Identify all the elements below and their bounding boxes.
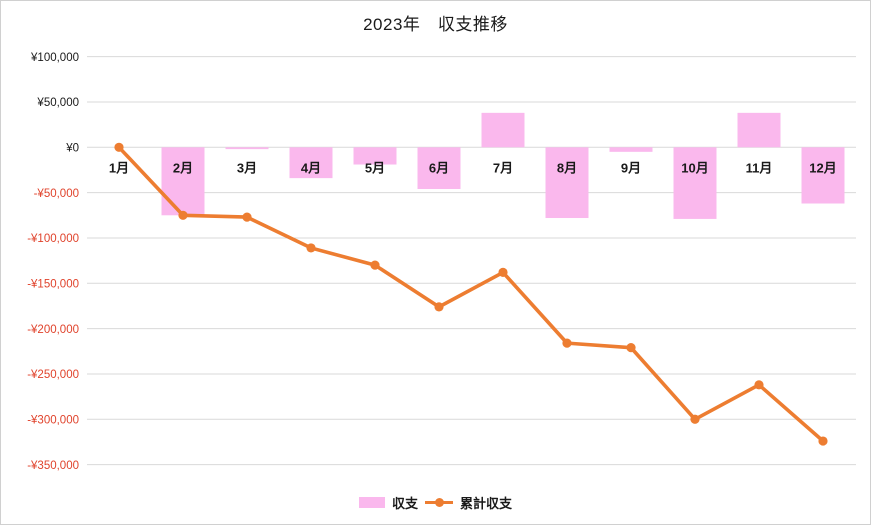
chart-title: 2023年 収支推移 bbox=[363, 15, 508, 34]
y-axis-tick-label: -¥300,000 bbox=[27, 414, 79, 426]
bar bbox=[417, 147, 461, 190]
bar bbox=[161, 147, 205, 216]
data-point-marker bbox=[754, 380, 764, 390]
line-swatch-marker bbox=[435, 498, 444, 507]
data-point-marker bbox=[562, 338, 572, 348]
data-point-marker bbox=[306, 243, 316, 253]
data-point-marker bbox=[626, 343, 636, 353]
bar-series-label: 収支 bbox=[391, 496, 418, 511]
bar bbox=[673, 147, 717, 219]
x-axis-tick-label: 2月 bbox=[173, 161, 193, 176]
x-axis-tick-label: 9月 bbox=[621, 161, 641, 176]
x-axis-tick-label: 1月 bbox=[109, 161, 129, 176]
line-series-label: 累計収支 bbox=[460, 496, 513, 511]
bar bbox=[801, 147, 845, 204]
x-axis-tick-label: 11月 bbox=[746, 161, 773, 176]
y-axis-tick-label: -¥100,000 bbox=[27, 233, 79, 245]
data-point-marker bbox=[818, 436, 828, 446]
line-series-swatch-icon bbox=[425, 498, 453, 508]
x-axis-tick-label: 10月 bbox=[681, 161, 708, 176]
x-axis-tick-label: 3月 bbox=[237, 161, 257, 176]
x-axis-tick-label: 7月 bbox=[493, 161, 513, 176]
data-point-marker bbox=[434, 302, 444, 312]
data-point-marker bbox=[178, 210, 188, 220]
bar bbox=[289, 147, 333, 179]
bar bbox=[545, 147, 589, 219]
x-axis-tick-label: 8月 bbox=[557, 161, 577, 176]
data-point-marker bbox=[242, 212, 252, 222]
bar bbox=[353, 147, 397, 165]
y-axis-tick-label: ¥50,000 bbox=[36, 97, 79, 109]
bar-series-swatch-icon bbox=[358, 497, 385, 508]
y-axis-tick-label: -¥350,000 bbox=[27, 460, 79, 472]
data-point-marker bbox=[498, 267, 508, 278]
y-axis-tick-label: -¥150,000 bbox=[27, 278, 79, 290]
y-axis-tick-label: ¥0 bbox=[65, 143, 79, 155]
y-axis-tick-label: -¥50,000 bbox=[34, 188, 79, 200]
x-axis-tick-label: 4月 bbox=[301, 161, 321, 176]
data-point-marker bbox=[114, 142, 124, 152]
x-axis-tick-label: 12月 bbox=[809, 161, 836, 176]
y-axis-tick-label: -¥200,000 bbox=[27, 324, 79, 336]
bar bbox=[737, 112, 781, 148]
bar bbox=[225, 147, 269, 150]
y-axis-tick-label: -¥250,000 bbox=[27, 369, 79, 381]
trend-line bbox=[117, 145, 825, 443]
y-axis-tick-label: ¥100,000 bbox=[30, 52, 79, 64]
data-point-marker bbox=[370, 260, 380, 270]
legend: 収支 累計収支 bbox=[1, 493, 870, 512]
bar bbox=[481, 112, 525, 148]
bar bbox=[609, 147, 653, 152]
x-axis-tick-label: 6月 bbox=[429, 161, 449, 176]
data-point-marker bbox=[690, 414, 700, 424]
x-axis-tick-label: 5月 bbox=[365, 161, 385, 176]
